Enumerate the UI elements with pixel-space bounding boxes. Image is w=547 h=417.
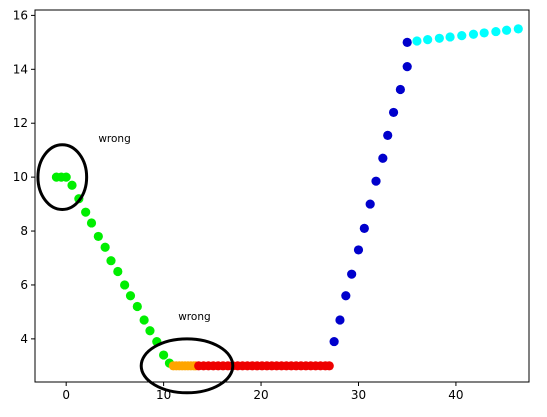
data-point [402, 62, 412, 72]
y-tick-label: 8 [20, 224, 28, 238]
data-point [501, 25, 512, 35]
data-point [324, 361, 334, 371]
data-point [113, 266, 123, 277]
data-point [513, 24, 523, 34]
data-point [468, 29, 479, 39]
x-axis: 0 10 20 30 40 [62, 382, 464, 402]
data-point [378, 153, 388, 163]
data-point [61, 172, 71, 182]
data-point [159, 350, 169, 360]
data-point [423, 35, 433, 45]
data-point [388, 107, 399, 118]
data-point [402, 37, 412, 47]
data-point [86, 218, 97, 228]
data-point [335, 315, 345, 325]
y-tick-label: 12 [13, 116, 28, 130]
highlight-circle [139, 337, 235, 395]
data-point [100, 242, 110, 252]
annotation-label: wrong [98, 133, 130, 145]
data-point [106, 256, 116, 266]
plot-frame [34, 9, 530, 383]
data-point [479, 28, 489, 38]
y-tick-label: 6 [20, 278, 28, 292]
annotation-label: wrong [178, 311, 210, 323]
data-point [395, 84, 405, 95]
x-tick-label: 10 [156, 388, 171, 402]
data-point [125, 291, 136, 301]
x-tick-label: 0 [62, 388, 70, 402]
data-point [341, 291, 351, 301]
data-point [371, 176, 381, 186]
data-point [412, 36, 422, 46]
data-point [139, 315, 149, 325]
x-tick-label: 20 [253, 388, 268, 402]
data-point [383, 130, 393, 140]
x-tick-label: 30 [351, 388, 366, 402]
y-tick-label: 4 [20, 332, 28, 346]
y-tick-label: 14 [13, 62, 28, 76]
y-axis: 4 6 8 10 12 14 16 [13, 8, 35, 346]
annotations-layer: wrong wrong [98, 133, 210, 323]
data-point [81, 207, 91, 217]
data-point [93, 231, 103, 242]
data-point [67, 180, 77, 190]
data-point [347, 269, 357, 279]
data-point [445, 32, 455, 42]
points-layer [51, 24, 523, 371]
data-point [329, 336, 339, 347]
data-point [353, 245, 364, 255]
data-point [132, 301, 142, 312]
data-point [457, 31, 467, 41]
y-tick-label: 16 [13, 8, 28, 22]
data-point [120, 280, 130, 290]
data-point [365, 199, 375, 209]
x-tick-label: 40 [448, 388, 463, 402]
data-point [145, 326, 155, 336]
data-point [434, 33, 444, 43]
circles-layer [36, 143, 235, 395]
highlight-circle [36, 143, 89, 211]
data-point [491, 26, 501, 37]
data-point [359, 223, 369, 233]
y-tick-label: 10 [13, 170, 28, 184]
